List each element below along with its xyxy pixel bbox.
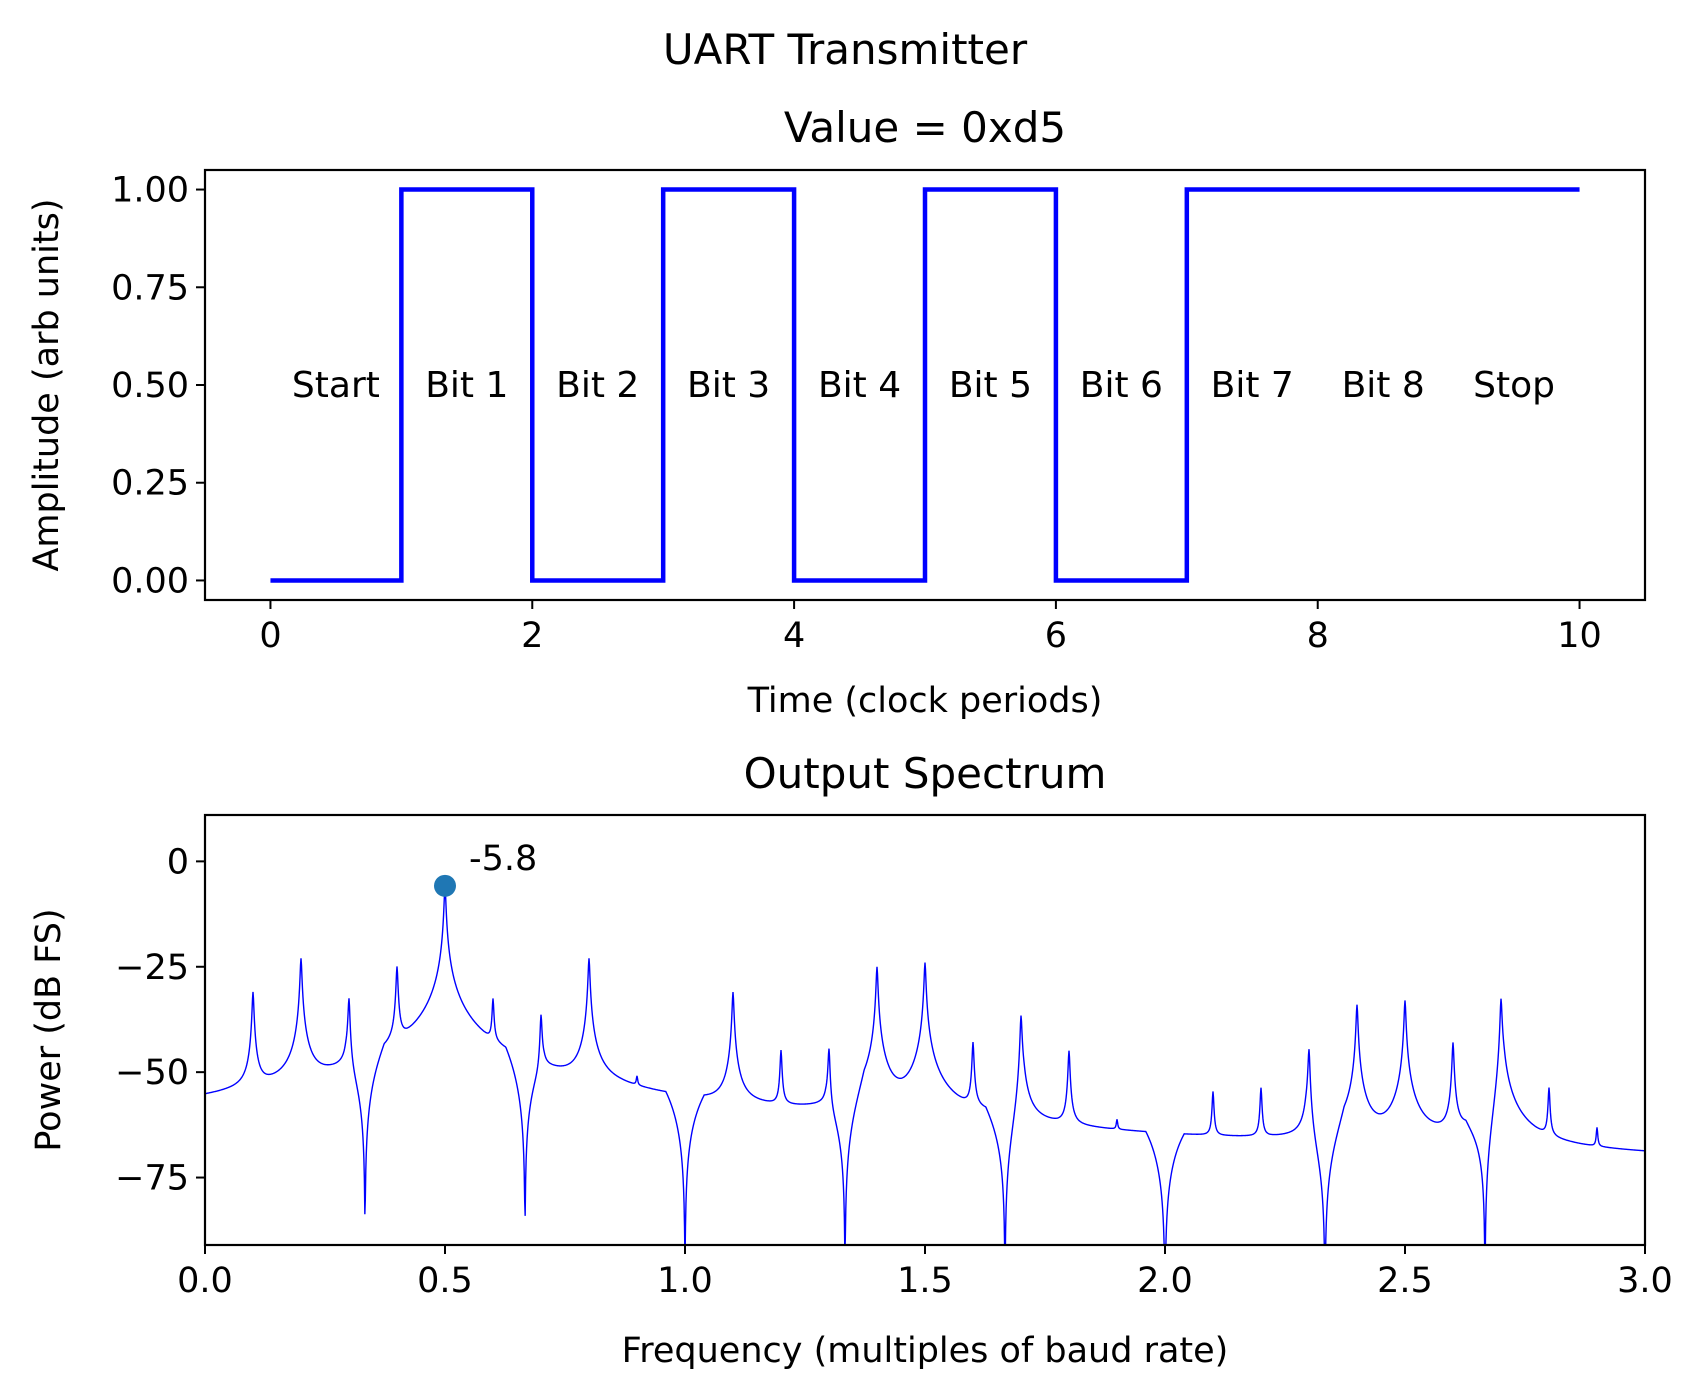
x-tick-label: 2.5 bbox=[1377, 1261, 1433, 1301]
x-tick-label: 1.0 bbox=[657, 1261, 713, 1301]
x-tick-label: 6 bbox=[1045, 616, 1067, 656]
waveform-axes: Value = 0xd5 0 2 4 6 8 10 0.00 0.25 0.50 0.75 1.0… bbox=[27, 103, 1647, 721]
y-tick-label: 1.00 bbox=[111, 171, 189, 211]
bit-label: Bit 2 bbox=[556, 365, 639, 406]
bit-label: Bit 8 bbox=[1342, 365, 1425, 406]
figure-suptitle: UART Transmitter bbox=[663, 25, 1028, 74]
waveform-title: Value = 0xd5 bbox=[784, 103, 1066, 152]
y-tick-label: 0 bbox=[167, 842, 189, 882]
x-tick-label: 0 bbox=[259, 616, 281, 656]
x-tick-label: 0.0 bbox=[177, 1261, 233, 1301]
x-tick-label: 1.5 bbox=[897, 1261, 953, 1301]
waveform-plot-area bbox=[270, 187, 1580, 583]
bit-label: Bit 7 bbox=[1211, 365, 1294, 406]
y-tick-label: 0.00 bbox=[111, 561, 189, 601]
x-tick-label: 3.0 bbox=[1617, 1261, 1673, 1301]
bit-label: Bit 3 bbox=[687, 365, 770, 406]
y-tick-label: −75 bbox=[115, 1159, 189, 1199]
y-tick-label: −50 bbox=[115, 1053, 189, 1093]
x-tick-label: 4 bbox=[783, 616, 805, 656]
spectrum-x-ticks: 0.0 0.5 1.0 1.5 2.0 2.5 3.0 bbox=[177, 1245, 1673, 1301]
x-tick-label: 2 bbox=[521, 616, 543, 656]
bit-label: Start bbox=[292, 365, 380, 406]
bit-label: Stop bbox=[1473, 365, 1555, 406]
waveform-x-ticks: 0 2 4 6 8 10 bbox=[259, 600, 1602, 656]
y-tick-label: −25 bbox=[115, 948, 189, 988]
x-tick-label: 2.0 bbox=[1137, 1261, 1193, 1301]
bit-label: Bit 4 bbox=[818, 365, 901, 406]
spectrum-title: Output Spectrum bbox=[744, 749, 1107, 798]
y-tick-label: 0.25 bbox=[111, 464, 189, 504]
uart-waveform-line bbox=[270, 187, 1580, 583]
spectrum-y-axis-label: Power (dB FS) bbox=[29, 908, 69, 1151]
waveform-x-axis-label: Time (clock periods) bbox=[747, 681, 1103, 721]
waveform-y-axis-label: Amplitude (arb units) bbox=[27, 198, 67, 571]
spectrum-x-axis-label: Frequency (multiples of baud rate) bbox=[622, 1331, 1229, 1371]
bit-label: Bit 5 bbox=[949, 365, 1032, 406]
waveform-y-ticks: 0.00 0.25 0.50 0.75 1.00 bbox=[111, 171, 205, 601]
spectrum-y-ticks: 0 −25 −50 −75 bbox=[115, 842, 205, 1199]
y-tick-label: 0.75 bbox=[111, 268, 189, 308]
x-tick-label: 10 bbox=[1557, 616, 1602, 656]
peak-marker bbox=[434, 874, 456, 897]
spectrum-frame bbox=[203, 813, 1647, 1247]
peak-annotation: -5.8 bbox=[469, 839, 537, 879]
bit-label: Bit 6 bbox=[1080, 365, 1163, 406]
spectrum-line bbox=[205, 885, 1645, 1245]
spectrum-axes: Output Spectrum 0.0 0.5 1.0 1.5 2.0 2.5 3.0 0 −… bbox=[29, 749, 1673, 1371]
x-tick-label: 0.5 bbox=[417, 1261, 473, 1301]
bit-labels: Start Bit 1 Bit 2 Bit 3 Bit 4 Bit 5 Bit 6 Bit 7… bbox=[292, 365, 1555, 406]
bit-label: Bit 1 bbox=[425, 365, 508, 406]
y-tick-label: 0.50 bbox=[111, 366, 189, 406]
x-tick-label: 8 bbox=[1307, 616, 1329, 656]
spectrum-plot-area bbox=[205, 874, 1645, 1245]
